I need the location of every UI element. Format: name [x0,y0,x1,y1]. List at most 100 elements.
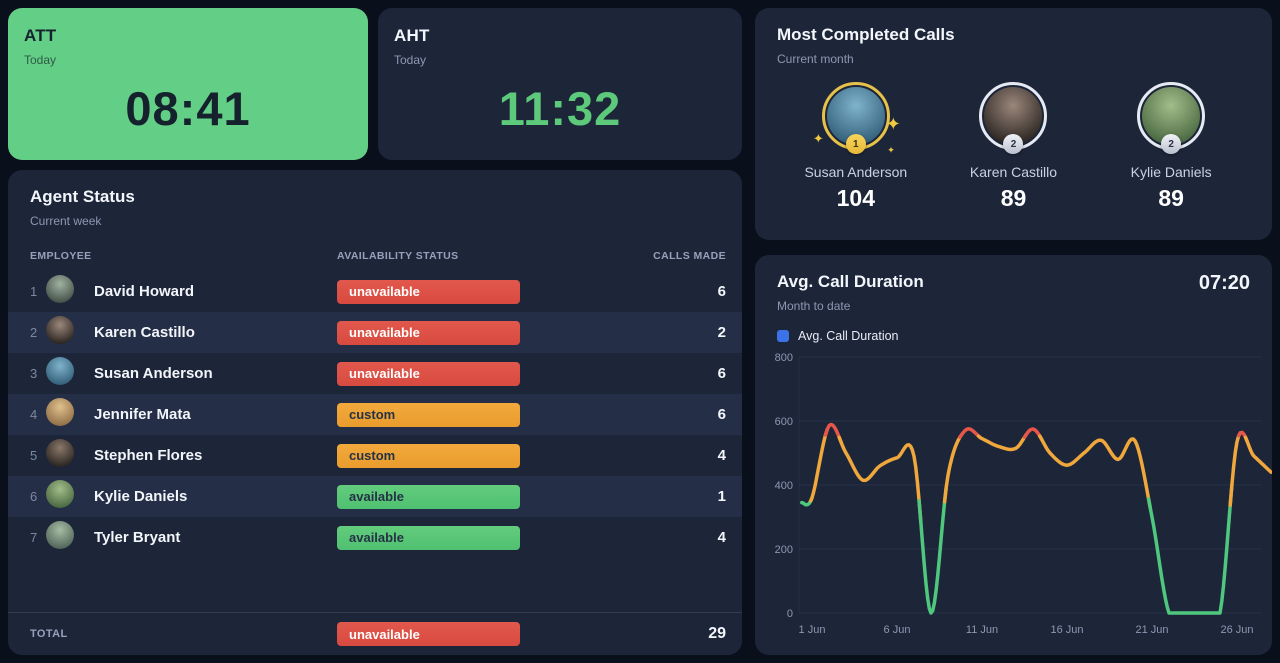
table-row: 5 Stephen Flores custom 4 [8,435,742,476]
leader-item: 2 Karen Castillo 89 [938,82,1088,212]
leader-item: 2 Kylie Daniels 89 [1096,82,1246,212]
row-rank: 6 [30,489,38,504]
row-rank: 5 [30,448,38,463]
x-axis-tick-label: 6 Jun [884,624,911,636]
calls-made-value: 6 [717,365,726,382]
avg-call-duration-card: Avg. Call Duration Month to date 07:20 A… [755,255,1272,655]
avatar [46,316,74,344]
chart-subtitle: Month to date [777,299,851,313]
line-series-segment [958,427,983,440]
calls-made-value: 4 [717,529,726,546]
x-axis-tick-label: 21 Jun [1135,624,1168,636]
att-title: ATT [24,26,57,45]
y-axis-tick-label: 800 [775,352,793,364]
aht-title: AHT [394,26,430,45]
row-rank: 1 [30,284,38,299]
table-total-row: TOTAL unavailable 29 [8,612,742,655]
x-axis-tick-label: 16 Jun [1050,624,1083,636]
agent-status-title: Agent Status [30,187,135,206]
agent-status-card: Agent Status Current week EMPLOYEE AVAIL… [8,170,742,655]
leaderboard: 1 ✦ ✦ ✦ Susan Anderson 104 2 Karen Casti… [777,82,1250,212]
line-series-segment [917,484,949,615]
line-series-segment [808,427,830,503]
status-badge: unavailable [337,361,520,386]
y-axis-tick-label: 600 [775,416,793,428]
most-completed-calls-card: Most Completed Calls Current month 1 ✦ ✦… [755,8,1272,240]
leader-item: 1 ✦ ✦ ✦ Susan Anderson 104 [781,82,931,212]
status-badge: available [337,484,520,509]
rank-badge: 2 [1161,134,1182,154]
status-badge: available [337,525,520,550]
table-row: 2 Karen Castillo unavailable 2 [8,312,742,353]
att-card: ATT Today 08:41 [8,8,368,160]
avatar [46,480,74,508]
calls-made-value: 6 [717,406,726,423]
leader-name: Kylie Daniels [1130,164,1212,180]
x-axis-tick-label: 1 Jun [799,624,826,636]
y-axis-tick-label: 0 [787,608,793,620]
legend-item-avg-call-duration[interactable]: Avg. Call Duration [755,313,1272,343]
total-label: TOTAL [30,628,68,640]
line-series-segment [1228,431,1243,507]
employee-name: Kylie Daniels [94,488,188,505]
sparkle-icon: ✦ [887,145,895,155]
line-series-segment [976,432,1028,452]
leader-name: Karen Castillo [969,164,1058,180]
table-row: 3 Susan Anderson unavailable 6 [8,353,742,394]
aht-subtitle: Today [394,53,427,67]
column-availability-status: AVAILABILITY STATUS [337,250,459,262]
line-series-segment [1038,434,1153,510]
calls-made-value: 6 [717,283,726,300]
row-rank: 2 [30,325,38,340]
most-completed-title: Most Completed Calls [777,25,955,44]
line-series-segment [942,432,964,504]
total-calls-value: 29 [708,625,726,642]
x-axis-tick-label: 11 Jun [966,624,998,636]
row-rank: 4 [30,407,38,422]
line-series-segment [837,435,923,524]
table-rows: 1 David Howard unavailable 6 2 Karen Castillo… [8,271,742,558]
table-row: 4 Jennifer Mata custom 6 [8,394,742,435]
avatar [46,521,74,549]
most-completed-subtitle: Current month [777,52,854,66]
leader-count: 104 [836,185,876,211]
row-rank: 7 [30,530,38,545]
leader-count: 89 [1158,185,1184,211]
table-header: EMPLOYEE AVAILABILITY STATUS CALLS MADE [8,250,742,262]
status-badge: custom [337,402,520,427]
status-badge: unavailable [337,320,520,345]
employee-name: Susan Anderson [94,365,213,382]
calls-made-value: 2 [717,324,726,341]
legend-swatch-icon [777,330,789,342]
x-axis-tick-label: 26 Jun [1220,624,1253,636]
table-spacer [8,558,742,612]
row-rank: 3 [30,366,38,381]
agent-status-header: Agent Status Current week [8,170,742,228]
avatar [46,275,74,303]
y-axis-tick-label: 200 [775,544,793,556]
avatar [46,439,74,467]
aht-value: 11:32 [498,82,622,135]
table-row: 7 Tyler Bryant available 4 [8,517,742,558]
leader-avatar-ring: 2 [979,82,1048,154]
line-series-segment [1146,483,1234,615]
leader-name: Susan Anderson [804,164,908,180]
calls-made-value: 1 [717,488,726,505]
calls-made-value: 4 [717,447,726,464]
employee-name: Karen Castillo [94,324,195,341]
sparkle-icon: ✦ [885,114,901,134]
employee-name: Jennifer Mata [94,406,191,423]
y-axis-tick-label: 400 [775,480,793,492]
sparkle-icon: ✦ [812,131,824,146]
att-subtitle: Today [24,53,57,67]
employee-name: Stephen Flores [94,447,203,464]
avatar [46,398,74,426]
avatar [46,357,74,385]
table-row: 1 David Howard unavailable 6 [8,271,742,312]
left-column: ATT Today 08:41 AHT Today 11:32 Agent St… [8,8,742,655]
employee-name: Tyler Bryant [94,529,181,546]
aht-card: AHT Today 11:32 [378,8,742,160]
leader-avatar-ring: 2 [1137,82,1206,154]
status-badge: custom [337,443,520,468]
att-value: 08:41 [125,82,251,135]
